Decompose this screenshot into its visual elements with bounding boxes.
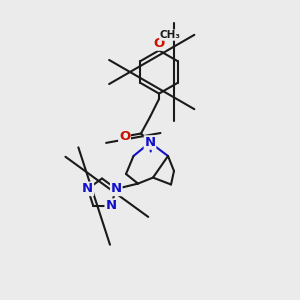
Text: N: N	[144, 136, 156, 149]
Text: O: O	[119, 130, 130, 143]
Text: O: O	[153, 37, 165, 50]
Text: N: N	[105, 199, 116, 212]
Text: CH₃: CH₃	[160, 30, 181, 40]
Text: N: N	[82, 182, 93, 195]
Text: N: N	[111, 182, 122, 195]
